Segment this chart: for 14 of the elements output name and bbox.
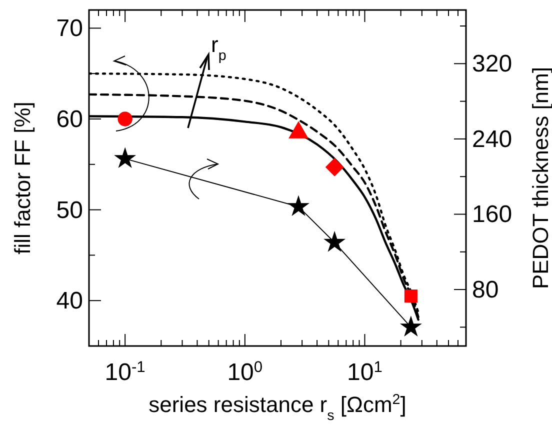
x-axis-title: series resistance r$_{s}$ [Ωcm$^{2}$] xyxy=(148,392,406,424)
y2-tick-label: 80 xyxy=(472,276,499,304)
x-tick-label: 10$^{-1}$ xyxy=(104,358,146,386)
y-tick-label: 60 xyxy=(56,106,83,133)
annotation: r$_{p}$ xyxy=(211,32,226,64)
y-axis-title: fill factor FF [%] xyxy=(10,102,35,254)
y2-tick-label: 160 xyxy=(472,201,512,228)
y-tick-label: 40 xyxy=(56,288,83,315)
y-tick-label: 70 xyxy=(56,15,83,42)
x-tick-label: 10$^{1}$ xyxy=(347,358,382,386)
y-tick-label: 50 xyxy=(56,196,83,224)
x-tick-label: 10$^{0}$ xyxy=(227,358,263,386)
y2-tick-label: 240 xyxy=(472,126,512,153)
y2-tick-label: 320 xyxy=(472,50,512,78)
